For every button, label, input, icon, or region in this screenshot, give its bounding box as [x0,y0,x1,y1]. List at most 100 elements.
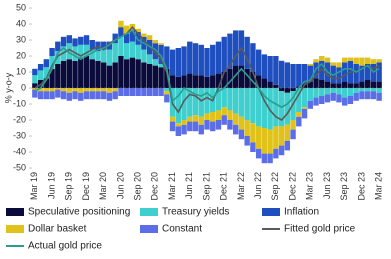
bar-segment [261,54,268,79]
bar-segment [227,110,233,120]
bar-segment [313,97,319,106]
bar-segment [244,68,250,88]
bar-segment [175,123,182,127]
bar-segment [232,30,239,66]
bar-segment [215,73,222,88]
bar-segment [296,116,302,127]
bar-segment [112,62,118,88]
bar-segment [296,88,302,112]
bar-segment [330,62,336,66]
bar-segment [135,32,141,45]
bar-segment [78,92,84,101]
bar-segment [106,49,113,66]
x-tick-label: Mar 21 [167,172,177,200]
bar-segment [72,60,78,88]
legend-label: Dollar basket [28,224,87,235]
bar-segment [169,49,176,76]
bar-segment [238,116,245,130]
bar-segment [273,126,279,149]
bar-segment [319,96,325,104]
bar-segment [319,88,325,96]
bar-segment [353,83,359,88]
bar-segment [158,43,164,45]
bar-segment [232,88,239,114]
bar-segment [307,88,313,101]
bar-segment [187,116,193,122]
bar-segment [164,46,170,69]
bar-segment [296,64,302,87]
bar-segment [158,64,164,68]
bar-segment [301,108,308,119]
bar-segment [37,64,44,71]
bar-segment [49,56,55,69]
bar-segment [204,88,210,114]
bar-segment [255,148,262,159]
bar-segment [66,92,72,101]
bar-segment [192,88,199,116]
bar-segment [244,120,250,136]
bar-segment [353,88,359,93]
bar-segment [221,115,227,125]
bar-segment [238,88,245,117]
bar-segment [135,59,141,88]
bar-segment [49,91,55,100]
bar-segment [221,36,227,72]
bar-segment [336,83,342,88]
bar-segment [37,70,44,80]
bar-segment [55,64,61,88]
x-tick-label: Jun 22 [253,172,263,199]
bar-segment [192,43,199,76]
bar-segment [284,62,291,88]
bar-segment [250,72,256,88]
bar-segment [307,100,313,109]
bar-segment [192,75,199,88]
bar-segment [267,88,273,130]
legend-swatch [140,225,158,233]
bar-segment [43,67,50,79]
bar-segment [198,116,204,125]
bar-segment [342,97,348,106]
bar-segment [101,88,107,92]
bar-segment [330,92,336,101]
bar-segment [301,64,308,84]
bar-segment [32,83,38,88]
bar-segment [284,92,291,125]
bar-segment [49,88,55,92]
legend-label: Treasury yields [162,207,229,218]
y-tick-label: 0 [21,82,26,92]
legend-label: Inflation [284,207,319,218]
bar-segment [169,75,176,88]
bar-segment [198,124,204,135]
bar-segment [204,48,210,77]
bar-segment [267,81,273,88]
bar-segment [55,89,61,98]
bar-segment [152,65,159,88]
y-tick-label: -10 [13,98,26,108]
bar-segment [158,88,164,96]
bar-segment [204,76,210,88]
bar-segment [89,40,95,50]
bar-segment [123,25,130,34]
bar-segment [324,57,331,63]
bar-segment [118,20,124,28]
legend-swatch [6,208,24,216]
bar-segment [238,129,245,140]
bar-segment [278,145,285,156]
bar-segment [112,91,118,100]
bar-segment [232,113,239,125]
bar-segment [106,65,113,88]
bar-segment [118,27,124,37]
bar-segment [330,88,336,93]
bar-segment [342,62,348,82]
bar-segment [221,107,227,116]
bar-segment [210,112,216,122]
bar-segment [43,78,50,88]
bar-segment [353,92,359,101]
bar-segment [164,91,170,95]
bar-segment [215,110,222,120]
bar-segment [347,83,354,88]
bar-segment [342,81,348,88]
bar-segment [364,64,371,80]
x-tick-label: Mar 19 [29,172,39,200]
